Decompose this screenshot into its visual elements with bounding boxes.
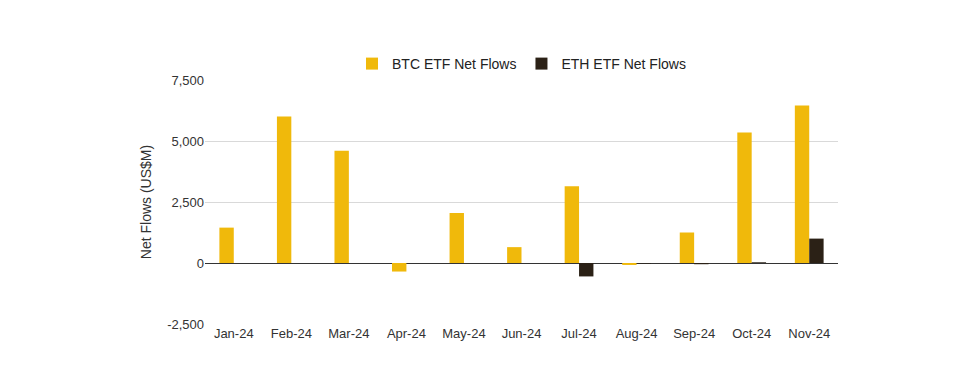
svg-text:2,500: 2,500 xyxy=(171,195,204,210)
svg-text:ETH ETF Net Flows: ETH ETF Net Flows xyxy=(561,56,685,72)
svg-text:May-24: May-24 xyxy=(442,326,485,341)
svg-text:BTC ETF Net Flows: BTC ETF Net Flows xyxy=(392,56,516,72)
svg-text:Nov-24: Nov-24 xyxy=(788,326,830,341)
svg-text:7,500: 7,500 xyxy=(171,73,204,88)
svg-text:Oct-24: Oct-24 xyxy=(732,326,771,341)
svg-text:-2,500: -2,500 xyxy=(167,317,204,332)
svg-text:Aug-24: Aug-24 xyxy=(616,326,658,341)
svg-text:0: 0 xyxy=(197,256,204,271)
svg-text:Sep-24: Sep-24 xyxy=(673,326,715,341)
svg-text:Jun-24: Jun-24 xyxy=(502,326,542,341)
svg-text:Feb-24: Feb-24 xyxy=(271,326,312,341)
svg-text:Apr-24: Apr-24 xyxy=(387,326,426,341)
svg-text:5,000: 5,000 xyxy=(171,134,204,149)
svg-text:Net Flows (US$M): Net Flows (US$M) xyxy=(138,145,154,259)
svg-text:Jan-24: Jan-24 xyxy=(214,326,254,341)
svg-text:Mar-24: Mar-24 xyxy=(328,326,369,341)
svg-text:Jul-24: Jul-24 xyxy=(561,326,596,341)
